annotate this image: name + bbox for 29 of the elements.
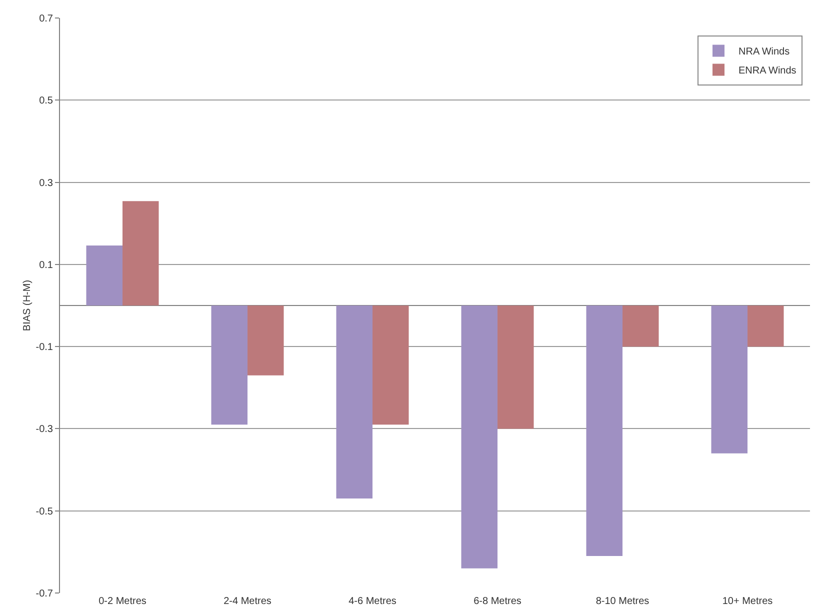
y-tick-label: 0.7 bbox=[39, 14, 54, 24]
y-tick-label: 0.5 bbox=[39, 96, 54, 107]
y-tick-label: -0.3 bbox=[36, 424, 54, 436]
legend-label: NRA Winds bbox=[738, 46, 790, 58]
bar bbox=[586, 306, 622, 556]
y-tick-label: 0.3 bbox=[39, 178, 54, 189]
bar bbox=[372, 306, 409, 425]
x-tick-label: 2-4 Metres bbox=[224, 596, 272, 607]
x-tick-label: 10+ Metres bbox=[722, 596, 773, 607]
bar bbox=[86, 246, 122, 306]
bar bbox=[622, 306, 659, 347]
legend-label: ENRA Winds bbox=[738, 66, 796, 77]
x-tick-label: 8-10 Metres bbox=[596, 596, 650, 607]
bar bbox=[498, 306, 534, 429]
y-tick-label: -0.7 bbox=[36, 588, 54, 600]
y-tick-label: -0.5 bbox=[36, 506, 54, 518]
bar bbox=[711, 306, 748, 454]
y-tick-label: -0.1 bbox=[36, 342, 54, 354]
bar bbox=[461, 306, 498, 568]
bar bbox=[748, 306, 784, 347]
x-tick-label: 0-2 Metres bbox=[98, 596, 146, 607]
bar bbox=[122, 201, 159, 306]
bar bbox=[248, 306, 284, 376]
bar bbox=[211, 306, 248, 425]
x-tick-label: 4-6 Metres bbox=[348, 596, 396, 607]
y-tick-label: 0.1 bbox=[39, 260, 54, 271]
y-axis-title: BIAS (H-M) bbox=[22, 280, 33, 332]
x-tick-label: 6-8 Metres bbox=[474, 596, 522, 607]
bar bbox=[336, 306, 372, 499]
